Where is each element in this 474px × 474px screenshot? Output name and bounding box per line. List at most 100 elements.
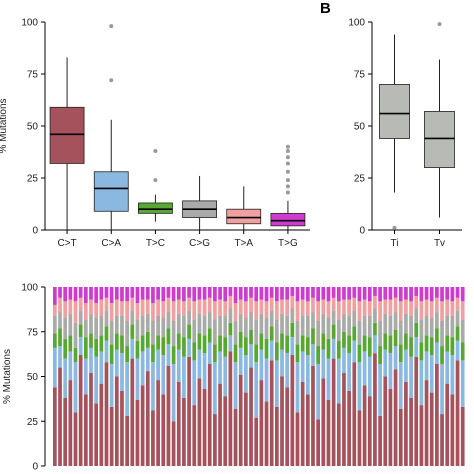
panel-c-bar-segment <box>347 353 351 391</box>
panel-c-bar-segment <box>269 287 274 298</box>
panel-c-bar-segment <box>182 356 186 398</box>
panel-c-bar-segment <box>398 344 403 363</box>
panel-c-bar-segment <box>393 297 398 313</box>
panel-c-bar-segment <box>94 317 99 339</box>
panel-c-bar-segment <box>238 313 243 332</box>
panel-c-y-tick-label: 25 <box>27 417 39 428</box>
panel-c-bar-segment <box>213 362 217 415</box>
panel-c-bar-segment <box>151 287 155 304</box>
panel-c-bar-segment <box>383 313 388 334</box>
panel-c-bar-segment <box>130 358 135 466</box>
panel-c-bar-segment <box>228 335 233 352</box>
panel-c-bar-segment <box>120 390 124 466</box>
panel-c-bar-segment <box>171 287 176 302</box>
panel-c-bar-segment <box>182 315 186 338</box>
panel-c-bar-segment <box>383 349 388 377</box>
panel-c-bar-segment <box>290 295 295 309</box>
panel-c-bar-segment <box>58 297 62 313</box>
panel-c-bar-segment <box>223 337 228 357</box>
panel-c-bar-segment <box>145 299 150 314</box>
panel-c-bar-segment <box>460 360 465 407</box>
panel-c-bar-segment <box>228 287 233 296</box>
panel-c-bar-segment <box>135 319 140 341</box>
panel-c-bar-segment <box>419 319 424 343</box>
panel-c-bar-segment <box>135 303 140 320</box>
panel-a-x-tick-label: C>T <box>57 238 76 249</box>
panel-c-bar-segment <box>373 335 377 354</box>
panel-c-bar-segment <box>285 299 290 316</box>
panel-c-bar-segment <box>388 353 393 390</box>
panel-c-bar-segment <box>357 321 362 345</box>
panel-c-bar-segment <box>295 344 300 363</box>
panel-c-bar-segment <box>393 287 398 298</box>
panel-c-bar-segment <box>352 287 357 298</box>
panel-b-x-tick-label: Tv <box>434 238 445 249</box>
panel-b-y-tick-label: 50 <box>354 122 366 133</box>
panel-c-bar-segment <box>218 335 222 352</box>
panel-c-bar-segment <box>274 342 279 361</box>
panel-c-bar-segment <box>140 385 145 466</box>
panel-b-label: B <box>320 0 331 17</box>
panel-c-bar-segment <box>192 287 197 302</box>
panel-c-bar-segment <box>182 287 186 302</box>
panel-c-bar-segment <box>202 353 207 390</box>
panel-c-bar-segment <box>223 396 228 466</box>
panel-c-bar-segment <box>429 337 434 356</box>
panel-b-y-tick-label: 100 <box>348 18 365 29</box>
panel-c-bar-segment <box>435 328 439 343</box>
panel-c-bar-segment <box>114 299 119 316</box>
panel-c-bar-segment <box>378 415 382 466</box>
panel-c-bar-segment <box>104 362 109 466</box>
panel-c-bar-segment <box>151 362 155 411</box>
panel-a-box <box>49 106 85 164</box>
panel-c-bar-segment <box>254 319 259 345</box>
panel-c-bar-segment <box>404 299 408 314</box>
panel-c-bar-segment <box>362 335 367 352</box>
panel-c-bar-segment <box>460 287 465 302</box>
panel-c-bar-segment <box>140 315 145 336</box>
panel-c-stacked-bars: 0 25 50 75 100 % Mutations <box>2 283 465 473</box>
panel-a-boxplot: 0 25 50 75 100 C>T C>A T>C C>G T>A T>G % Mutations <box>0 18 310 249</box>
panel-c-bar-segment <box>295 321 300 345</box>
panel-c-bar-segment <box>151 344 155 363</box>
panel-c-bar-segment <box>357 410 362 466</box>
panel-c-bar-segment <box>176 349 181 382</box>
panel-c-bar-segment <box>63 301 68 318</box>
panel-c-bar-segment <box>424 351 429 381</box>
panel-c-bar-segment <box>311 312 315 329</box>
panel-c-bar-segment <box>367 356 372 397</box>
panel-c-bar-segment <box>254 362 259 418</box>
panel-c-bar-segment <box>259 287 264 300</box>
panel-c-bar-segment <box>450 355 455 395</box>
panel-c-bar-segment <box>305 394 310 466</box>
panel-c-bar-segment <box>305 315 310 338</box>
panel-a-y-tick-label: 75 <box>27 70 39 81</box>
panel-c-bar-segment <box>244 392 248 466</box>
panel-c-bar-segment <box>171 421 176 466</box>
panel-c-bar-segment <box>440 414 444 466</box>
panel-c-bar-segment <box>182 397 186 466</box>
panel-c-bar-segment <box>336 340 341 359</box>
panel-a-outlier-point <box>109 78 114 83</box>
panel-c-bar-segment <box>228 295 233 309</box>
panel-c-bar-segment <box>414 295 419 309</box>
panel-c-bar-segment <box>362 315 367 336</box>
panel-c-bar-segment <box>393 369 398 466</box>
panel-c-bar-segment <box>233 287 238 304</box>
panel-c-bar-segment <box>233 303 238 322</box>
panel-c-bar-segment <box>73 362 78 413</box>
panel-c-bar-segment <box>393 329 398 347</box>
panel-c-bar-segment <box>264 358 269 402</box>
panel-c-bar-segment <box>290 322 295 338</box>
panel-c-bar-segment <box>63 358 68 398</box>
panel-c-bar-segment <box>378 321 382 347</box>
panel-c-bar-segment <box>125 321 129 347</box>
panel-c-bar-segment <box>455 287 460 298</box>
panel-c-bar-segment <box>104 326 109 341</box>
panel-c-bar-segment <box>264 338 269 359</box>
panel-c-bar-segment <box>295 412 300 466</box>
panel-c-bar-segment <box>135 358 140 400</box>
panel-c-bar-segment <box>259 333 264 350</box>
panel-c-bar-segment <box>192 405 197 466</box>
panel-c-bar-segment <box>409 301 413 316</box>
